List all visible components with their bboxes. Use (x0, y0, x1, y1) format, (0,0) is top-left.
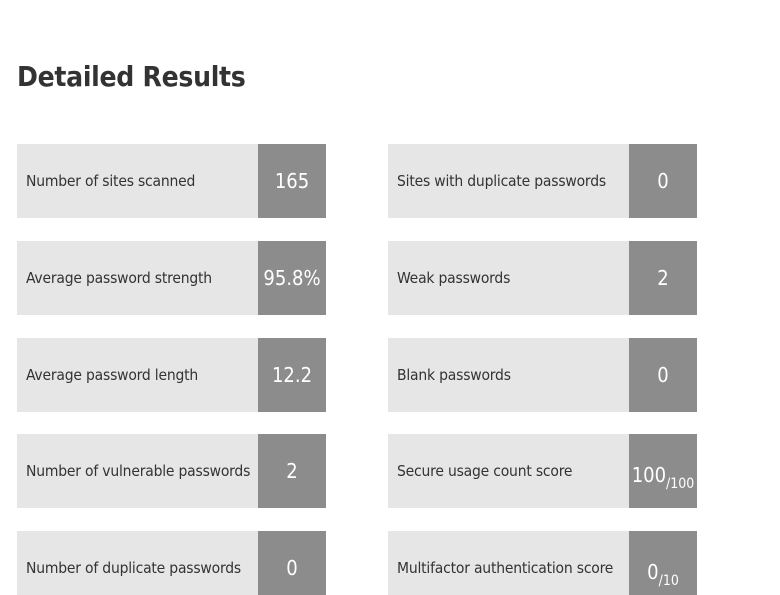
result-label: Average password length (26, 366, 199, 384)
result-label: Sites with duplicate passwords (397, 172, 606, 190)
result-value: 2 (657, 266, 669, 290)
result-value: 0 (657, 363, 669, 387)
result-label: Multifactor authentication score (397, 559, 614, 577)
result-value-box: 0 (629, 338, 697, 412)
result-label: Average password strength (26, 269, 212, 287)
result-card-duplicate-passwords: Number of duplicate passwords 0 (17, 531, 326, 595)
result-card-secure-usage-score: Secure usage count score 100/100 (388, 434, 697, 508)
result-value-box: 2 (629, 241, 697, 315)
result-value-box: 2 (258, 434, 326, 508)
result-card-vulnerable-passwords: Number of vulnerable passwords 2 (17, 434, 326, 508)
result-value: 0 (657, 169, 669, 193)
result-value: 0 (286, 556, 298, 580)
score-denominator: /10 (658, 573, 679, 589)
result-value-box: 100/100 (629, 434, 697, 508)
score-numerator: 100 (631, 463, 667, 487)
result-value-box: 95.8% (258, 241, 326, 315)
result-label: Blank passwords (397, 366, 511, 384)
result-value-box: 0 (258, 531, 326, 595)
result-value: 12.2 (271, 363, 313, 387)
score-value: 100/100 (631, 463, 695, 492)
result-value-box: 165 (258, 144, 326, 218)
score-value: 0/10 (647, 560, 679, 589)
result-value: 2 (286, 459, 298, 483)
result-label: Number of sites scanned (26, 172, 196, 190)
result-label: Secure usage count score (397, 462, 573, 480)
result-label: Number of duplicate passwords (26, 559, 241, 577)
result-card-sites-scanned: Number of sites scanned 165 (17, 144, 326, 218)
score-numerator: 0 (647, 560, 659, 584)
result-card-average-password-strength: Average password strength 95.8% (17, 241, 326, 315)
score-denominator: /100 (666, 476, 695, 492)
result-label: Weak passwords (397, 269, 511, 287)
result-value: 95.8% (263, 266, 321, 290)
result-label: Number of vulnerable passwords (26, 462, 251, 480)
result-value-box: 0/10 (629, 531, 697, 595)
result-value-box: 0 (629, 144, 697, 218)
result-card-multifactor-score: Multifactor authentication score 0/10 (388, 531, 697, 595)
result-card-sites-duplicate-passwords: Sites with duplicate passwords 0 (388, 144, 697, 218)
result-card-average-password-length: Average password length 12.2 (17, 338, 326, 412)
result-value: 165 (274, 169, 310, 193)
result-value-box: 12.2 (258, 338, 326, 412)
result-card-blank-passwords: Blank passwords 0 (388, 338, 697, 412)
page-title: Detailed Results (17, 60, 246, 93)
result-card-weak-passwords: Weak passwords 2 (388, 241, 697, 315)
